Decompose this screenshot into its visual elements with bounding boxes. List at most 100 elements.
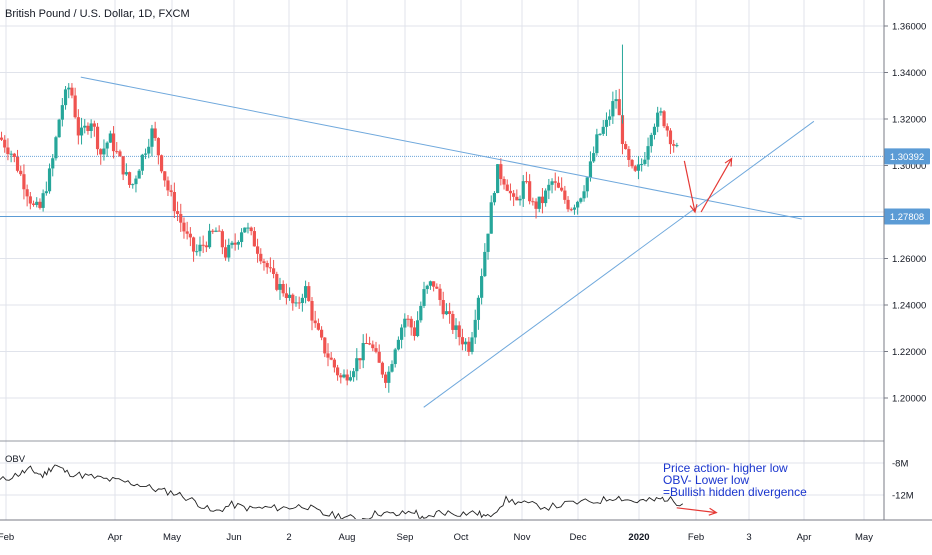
candle-body [127,172,132,185]
candle-body [528,181,532,202]
candle-body [316,323,320,330]
price-tick-label: 1.24000 [892,301,926,312]
candle-body [646,146,650,160]
candle-body [131,184,135,186]
candle-body [380,362,385,375]
candle-body [419,305,423,321]
candle-body [95,126,100,150]
candle-body [393,349,397,365]
candle-body [198,244,202,252]
candle-body [44,191,48,194]
candle-body [544,190,548,204]
candle-body [159,155,164,172]
axes: 1.360001.340001.320001.300001.280001.260… [0,22,930,543]
candle-body [512,193,516,197]
candle-body [243,227,247,233]
candle-body [518,198,522,201]
trendline [80,76,802,220]
candle-body [476,297,481,320]
time-tick-label: Oct [454,532,469,543]
candle-body [432,281,436,287]
candle-body [614,99,618,102]
candle-body [563,190,567,200]
note-line-3: =Bullish hidden divergence [663,485,807,499]
candle-body [556,182,561,188]
arrow-shaft [700,158,733,213]
candle-body [275,273,279,290]
candle-body [25,189,29,197]
time-tick-label: Aug [339,532,356,543]
candle-body [70,87,74,96]
candle-body [140,154,144,171]
time-tick-label: 2020 [628,532,649,543]
candle-body [287,294,292,298]
candle-body [537,196,541,209]
candle-body [540,196,545,204]
candle-body [313,320,317,324]
candle-body [63,89,68,106]
candle-body [9,153,13,155]
candle-body [515,196,519,201]
candle-body [489,202,493,234]
candle-body [390,364,394,372]
candle-body [332,359,336,368]
price-tick-label: 1.20000 [892,394,926,405]
candle-body [233,242,237,245]
candle-body [166,180,170,191]
candle-body [592,153,596,162]
candle-body [425,285,429,290]
obv-line [0,464,684,519]
candle-body [492,192,497,203]
candle-body [368,343,372,345]
candle-body [172,191,176,212]
candle-body [175,211,180,214]
price-tick-label: 1.30000 [892,161,926,172]
candle-body [377,351,381,363]
candle-body [79,127,84,136]
candle-body [284,293,288,298]
candle-body [675,145,679,147]
candle-body [310,300,314,321]
arrow-shaft [683,160,696,213]
candle-body [656,112,660,127]
candle-body [352,371,356,378]
note-line-2: OBV- Lower low [663,473,749,487]
candle-body [627,149,631,160]
candle-body [361,343,365,361]
candle-body [73,95,77,118]
candle-body [400,327,404,340]
candle-body [89,123,93,131]
candle-body [121,156,125,175]
candle-body [531,201,535,203]
candle-body [384,374,388,383]
price-tick-label: 1.22000 [892,347,926,358]
obv-pane [0,464,718,519]
candle-body [297,302,301,304]
candle-body [572,207,577,210]
candle-body [307,286,311,301]
candle-body [624,144,628,150]
candle-body [227,244,231,258]
candle-body [496,164,500,193]
candle-body [150,128,154,147]
candle-body [460,337,465,345]
candle-body [249,227,253,232]
time-tick-label: Apr [797,532,812,543]
candle-body [604,119,609,127]
candle-body [451,313,455,330]
projection-arrows [683,157,733,214]
candle-body [86,125,90,131]
time-tick-label: 2 [286,532,291,543]
candle-body [281,284,285,294]
candle-body [220,231,224,248]
price-tick-label: 1.36000 [892,22,926,33]
candle-body [124,172,128,175]
candle-body [153,128,157,139]
candle-body [441,300,445,315]
trendline [423,120,815,408]
candle-body [195,251,199,253]
price-level-badge [884,208,930,225]
